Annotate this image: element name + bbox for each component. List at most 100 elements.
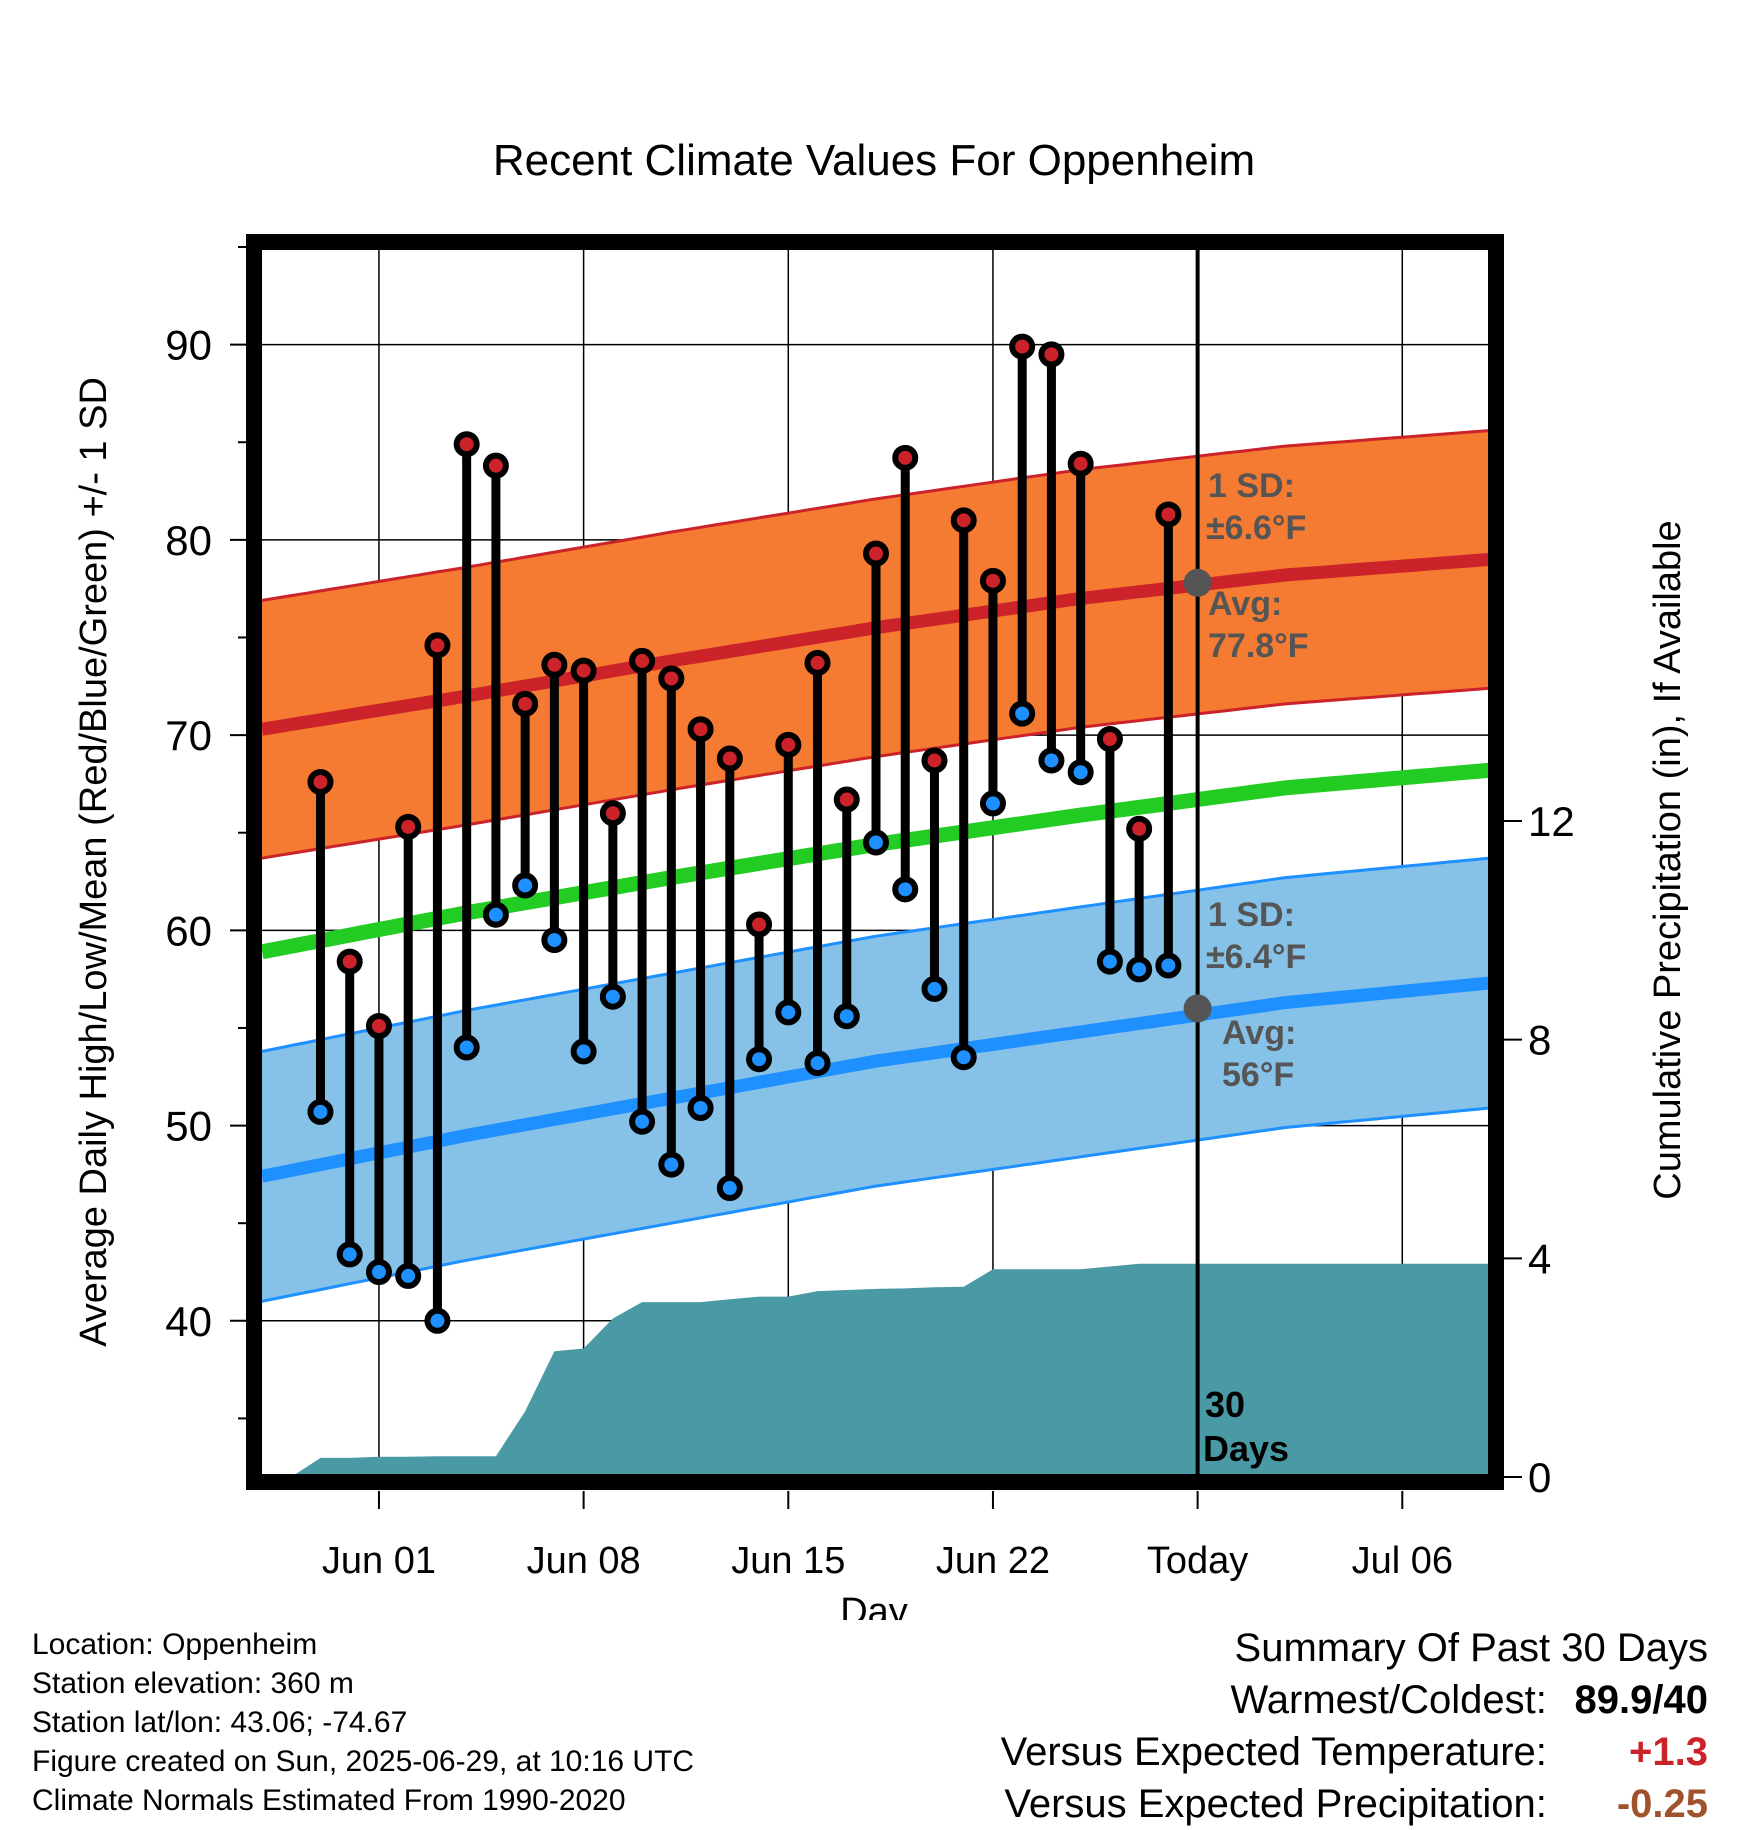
- summary-panel: Summary Of Past 30 Days Warmest/Coldest:…: [1001, 1622, 1708, 1830]
- station-info: Location: Oppenheim Station elevation: 3…: [32, 1625, 694, 1820]
- low-sd-annotation-label: 1 SD:: [1208, 896, 1295, 934]
- daily-high-point: [1155, 501, 1182, 528]
- summary-title: Summary Of Past 30 Days: [1234, 1626, 1708, 1670]
- x-tick-label: Jun 22: [936, 1540, 1050, 1582]
- daily-low-point: [1155, 952, 1182, 979]
- daily-low-point: [863, 829, 889, 856]
- daily-low-point: [892, 876, 919, 903]
- daily-low-point: [541, 927, 568, 954]
- daily-low-point: [599, 983, 626, 1010]
- today-window-label-line2: Days: [1203, 1428, 1289, 1469]
- daily-low-point: [336, 1241, 363, 1268]
- daily-high-point: [746, 911, 773, 938]
- daily-low-point: [1126, 956, 1153, 983]
- high-avg-annotation-value: 77.8°F: [1208, 627, 1309, 665]
- info-location: Location: Oppenheim: [32, 1628, 318, 1661]
- daily-low-point: [833, 1003, 860, 1030]
- daily-high-point: [307, 768, 334, 795]
- daily-low-point: [629, 1108, 656, 1135]
- y-tick-label: 80: [165, 517, 212, 564]
- low-avg-annotation-value: 56°F: [1222, 1056, 1294, 1094]
- precipitation-departure-value: -0.25: [1616, 1782, 1708, 1826]
- summary-precipitation: Versus Expected Precipitation: -0.25: [1001, 1778, 1708, 1830]
- daily-low-point: [424, 1307, 451, 1334]
- daily-low-point: [658, 1151, 685, 1178]
- info-latlon: Station lat/lon: 43.06; -74.67: [32, 1706, 408, 1739]
- precipitation-departure-label: Versus Expected Precipitation:: [1004, 1782, 1547, 1826]
- warmest-coldest-value: 89.9/40: [1574, 1678, 1708, 1722]
- daily-low-point: [512, 872, 539, 899]
- daily-low-point: [1096, 948, 1123, 975]
- low-band-lower-edge: [262, 1106, 1490, 1303]
- daily-high-point: [658, 665, 685, 692]
- x-tick-label: Jun 01: [322, 1540, 436, 1582]
- daily-high-point: [892, 444, 919, 471]
- daily-high-point: [512, 690, 539, 717]
- today-low-avg-marker: [1183, 994, 1212, 1023]
- daily-high-point: [570, 657, 597, 684]
- daily-low-point: [804, 1050, 831, 1077]
- y-tick-label: 90: [165, 322, 212, 369]
- y2-axis-label: Cumulative Precipitation (in), If Availa…: [1647, 520, 1689, 1199]
- daily-high-point: [687, 716, 714, 743]
- today-high-avg-marker: [1183, 568, 1212, 597]
- daily-high-point: [482, 452, 509, 479]
- y2-tick-label: 8: [1528, 1017, 1551, 1064]
- precipitation-area: [291, 1263, 1490, 1477]
- y-tick-label: 60: [165, 907, 212, 954]
- y2-tick-label: 0: [1528, 1454, 1551, 1501]
- high-sd-annotation-label: 1 SD:: [1208, 467, 1295, 505]
- y2-tick-label: 4: [1528, 1235, 1551, 1282]
- daily-low-point: [775, 999, 802, 1026]
- daily-low-point: [1067, 759, 1094, 786]
- daily-low-point: [453, 1034, 480, 1061]
- daily-high-point: [716, 745, 743, 772]
- x-axis-label: Day: [840, 1591, 908, 1620]
- daily-high-point: [804, 649, 831, 676]
- high-sd-annotation-value: ±6.6°F: [1206, 509, 1306, 547]
- daily-high-point: [336, 948, 363, 975]
- daily-high-point: [395, 813, 422, 840]
- low-sd-annotation-value: ±6.4°F: [1206, 938, 1306, 976]
- y-tick-label: 70: [165, 712, 212, 759]
- daily-low-point: [365, 1259, 392, 1285]
- warmest-coldest-label: Warmest/Coldest:: [1230, 1678, 1547, 1722]
- x-tick-label: Jun 08: [527, 1540, 641, 1582]
- daily-high-point: [950, 507, 977, 534]
- daily-high-point: [365, 1013, 392, 1039]
- y-axis-label: Average Daily High/Low/Mean (Red/Blue/Gr…: [73, 377, 115, 1347]
- temperature-departure-label: Versus Expected Temperature:: [1000, 1730, 1547, 1774]
- low-sd-band: [262, 858, 1490, 1302]
- x-tick-label: Jul 06: [1352, 1540, 1453, 1582]
- low-avg-annotation-label: Avg:: [1222, 1014, 1296, 1052]
- daily-low-point: [979, 790, 1006, 817]
- y2-tick-label: 12: [1528, 798, 1575, 845]
- daily-low-point: [746, 1046, 773, 1073]
- daily-low-point: [1009, 700, 1036, 727]
- avg-low-line: [262, 976, 1490, 1183]
- daily-high-point: [424, 632, 451, 659]
- daily-low-point: [482, 901, 509, 928]
- y-tick-label: 40: [165, 1298, 212, 1345]
- info-created: Figure created on Sun, 2025-06-29, at 10…: [32, 1745, 695, 1778]
- info-elevation: Station elevation: 360 m: [32, 1667, 354, 1700]
- daily-low-point: [921, 975, 948, 1002]
- daily-high-point: [1096, 726, 1123, 752]
- daily-low-point: [570, 1038, 597, 1065]
- daily-high-point: [599, 800, 626, 827]
- today-window-label-line1: 30: [1205, 1384, 1245, 1425]
- summary-temperature: Versus Expected Temperature: +1.3: [1001, 1726, 1708, 1778]
- daily-high-point: [453, 431, 480, 458]
- daily-low-point: [687, 1095, 714, 1121]
- summary-warmest-coldest: Warmest/Coldest: 89.9/40: [1001, 1674, 1709, 1726]
- x-tick-label: Jun 15: [731, 1540, 845, 1582]
- info-normals: Climate Normals Estimated From 1990-2020: [32, 1784, 626, 1817]
- high-avg-annotation-label: Avg:: [1208, 585, 1282, 623]
- y-tick-label: 50: [165, 1103, 212, 1150]
- daily-low-point: [395, 1262, 422, 1289]
- daily-low-point: [1038, 747, 1065, 774]
- chart-title: Recent Climate Values For Oppenheim: [493, 136, 1255, 185]
- x-tick-label: Today: [1147, 1540, 1248, 1582]
- daily-high-point: [1067, 450, 1094, 477]
